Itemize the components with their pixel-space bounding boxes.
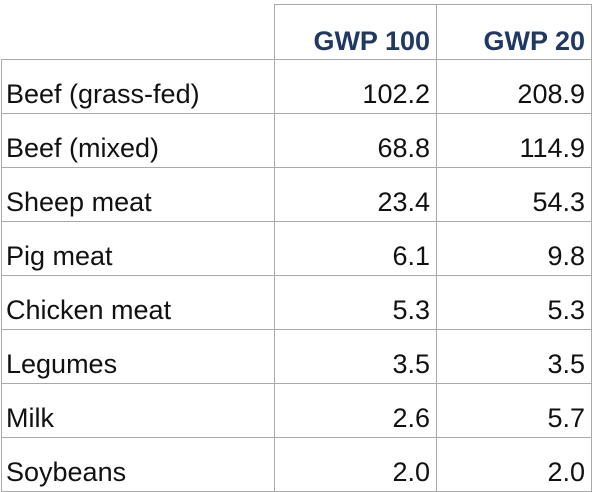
table-row: Sheep meat 23.4 54.3: [1, 167, 592, 222]
row-label: Beef (grass-fed): [1, 59, 275, 114]
gwp20-value: 208.9: [436, 59, 592, 114]
gwp20-value: 114.9: [436, 113, 592, 168]
row-label: Chicken meat: [1, 275, 275, 330]
gwp20-value: 2.0: [436, 437, 592, 492]
table-row: Beef (mixed) 68.8 114.9: [1, 113, 592, 168]
row-label: Beef (mixed): [1, 113, 275, 168]
table-row: Milk 2.6 5.7: [1, 383, 592, 438]
header-gwp20: GWP 20: [436, 4, 592, 60]
row-label: Milk: [1, 383, 275, 438]
gwp100-value: 68.8: [274, 113, 437, 168]
table-row: Soybeans 2.0 2.0: [1, 437, 592, 492]
table-row: Legumes 3.5 3.5: [1, 329, 592, 384]
row-label: Soybeans: [1, 437, 275, 492]
row-label: Sheep meat: [1, 167, 275, 222]
gwp100-value: 2.6: [274, 383, 437, 438]
gwp20-value: 54.3: [436, 167, 592, 222]
gwp20-value: 9.8: [436, 221, 592, 276]
gwp20-value: 5.7: [436, 383, 592, 438]
header-row: GWP 100 GWP 20: [1, 4, 592, 60]
table-row: Chicken meat 5.3 5.3: [1, 275, 592, 330]
header-gwp100: GWP 100: [274, 4, 437, 60]
gwp100-value: 3.5: [274, 329, 437, 384]
gwp20-value: 3.5: [436, 329, 592, 384]
row-label: Pig meat: [1, 221, 275, 276]
gwp-table: GWP 100 GWP 20 Beef (grass-fed) 102.2 20…: [1, 4, 592, 492]
row-label: Legumes: [1, 329, 275, 384]
gwp100-value: 23.4: [274, 167, 437, 222]
table-row: Pig meat 6.1 9.8: [1, 221, 592, 276]
table-row: Beef (grass-fed) 102.2 208.9: [1, 59, 592, 114]
gwp100-value: 2.0: [274, 437, 437, 492]
corner-cell: [1, 4, 275, 60]
gwp100-value: 5.3: [274, 275, 437, 330]
gwp20-value: 5.3: [436, 275, 592, 330]
gwp100-value: 6.1: [274, 221, 437, 276]
gwp100-value: 102.2: [274, 59, 437, 114]
